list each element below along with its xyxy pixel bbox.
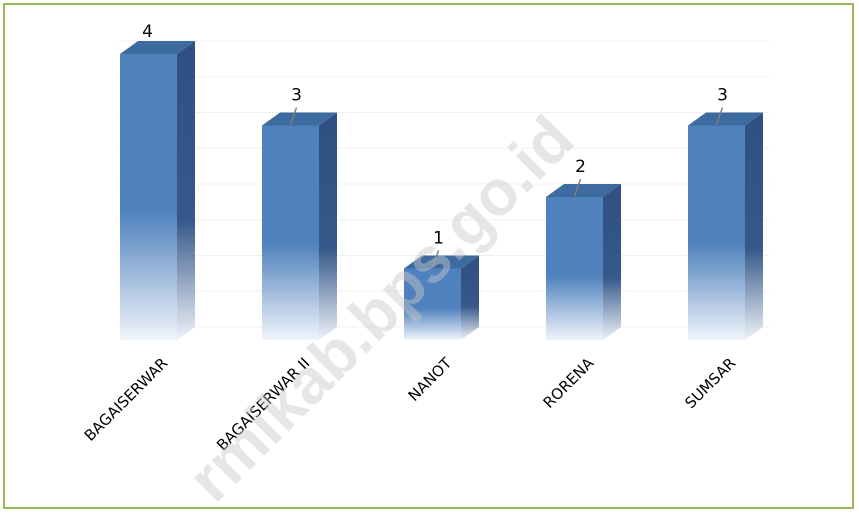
- gridlines: [118, 40, 770, 328]
- x-tick-label: SUMSAR: [681, 354, 739, 412]
- data-label-leader: [431, 250, 440, 268]
- bar: [262, 125, 319, 340]
- bars: [120, 41, 763, 340]
- bar-top: [546, 184, 621, 197]
- bar-side: [745, 112, 763, 340]
- x-tick-label: RORENA: [540, 354, 598, 412]
- watermark: rmikab.bps.go.id: [174, 102, 587, 513]
- x-tick-label: BAGAISERWAR: [81, 354, 172, 445]
- bar-side: [461, 255, 479, 340]
- bar-top: [262, 112, 337, 126]
- bar-top: [120, 41, 195, 54]
- data-label: 4: [142, 22, 153, 42]
- bar: [404, 268, 461, 340]
- data-label: 1: [433, 229, 444, 249]
- bar: [120, 54, 177, 340]
- data-label: 3: [717, 86, 728, 106]
- data-labels: 4 3 1 2 3: [142, 22, 728, 268]
- x-axis-tick-labels: BAGAISERWAR BAGAISERWAR II NANOT RORENA SUMS…: [81, 354, 740, 455]
- bar-side: [319, 112, 337, 340]
- bar-side: [177, 41, 195, 340]
- data-label-leader: [573, 178, 582, 197]
- bar-side: [603, 184, 621, 340]
- bar: [546, 197, 603, 340]
- data-label-leader: [289, 107, 298, 125]
- x-tick-label: NANOT: [405, 354, 456, 405]
- data-label: 2: [575, 157, 586, 177]
- data-label: 3: [291, 86, 302, 106]
- data-label-leader: [715, 107, 724, 125]
- bar-top: [688, 112, 763, 126]
- bar: [688, 125, 745, 340]
- bar-top: [404, 255, 479, 269]
